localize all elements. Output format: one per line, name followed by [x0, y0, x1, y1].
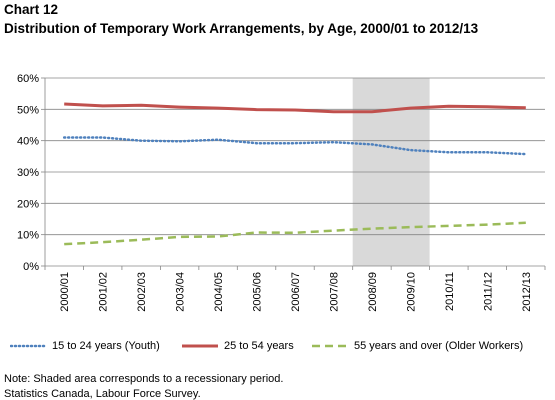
chart-legend: 15 to 24 years (Youth) 25 to 54 years 55…	[10, 340, 555, 356]
y-tick-label: 0%	[23, 261, 39, 273]
y-tick-label: 50%	[17, 104, 39, 116]
y-tick-label: 10%	[17, 230, 39, 242]
legend-item-youth: 15 to 24 years (Youth)	[10, 340, 160, 352]
series-line-2	[64, 221, 526, 246]
legend-label-core: 25 to 54 years	[224, 340, 294, 352]
legend-label-older: 55 years and over (Older Workers)	[354, 340, 524, 352]
line-chart: 0% 10% 20% 30% 40% 50% 60% 2000/01 2001/02 2002/0…	[17, 73, 546, 312]
chart-title: Distribution of Temporary Work Arrangeme…	[4, 21, 479, 36]
y-tick-label: 60%	[17, 73, 39, 85]
x-tick-label: 2000/01	[59, 272, 71, 312]
legend-swatch-older	[312, 344, 348, 348]
chart-label: Chart 12	[4, 2, 59, 17]
x-tick-label: 2005/06	[252, 272, 264, 312]
y-tick-label: 20%	[17, 198, 39, 210]
legend-swatch-youth	[10, 344, 46, 348]
legend-swatch-core	[182, 344, 218, 348]
x-tick-label: 2004/05	[213, 272, 225, 312]
x-tick-label: 2007/08	[328, 272, 340, 312]
y-tick-label: 30%	[17, 167, 39, 179]
x-tick-label: 2009/10	[405, 272, 417, 312]
legend-item-older: 55 years and over (Older Workers)	[312, 340, 523, 352]
x-tick-label: 2008/09	[367, 272, 379, 312]
x-tick-label: 2002/03	[136, 272, 148, 312]
y-tick-label: 40%	[17, 136, 39, 148]
x-tick-label: 2011/12	[482, 272, 494, 311]
chart-source: Statistics Canada, Labour Force Survey.	[4, 388, 201, 400]
legend-item-core: 25 to 54 years	[182, 340, 294, 352]
x-tick-label: 2010/11	[444, 272, 456, 311]
chart-note: Note: Shaded area corresponds to a reces…	[4, 373, 284, 385]
series-line-0	[62, 136, 528, 156]
x-tick-label: 2006/07	[290, 272, 302, 312]
series-line-1	[64, 102, 526, 114]
x-tick-label: 2012/13	[521, 272, 533, 312]
legend-label-youth: 15 to 24 years (Youth)	[52, 340, 160, 352]
x-tick-label: 2001/02	[98, 272, 110, 312]
x-tick-label: 2003/04	[175, 272, 187, 312]
